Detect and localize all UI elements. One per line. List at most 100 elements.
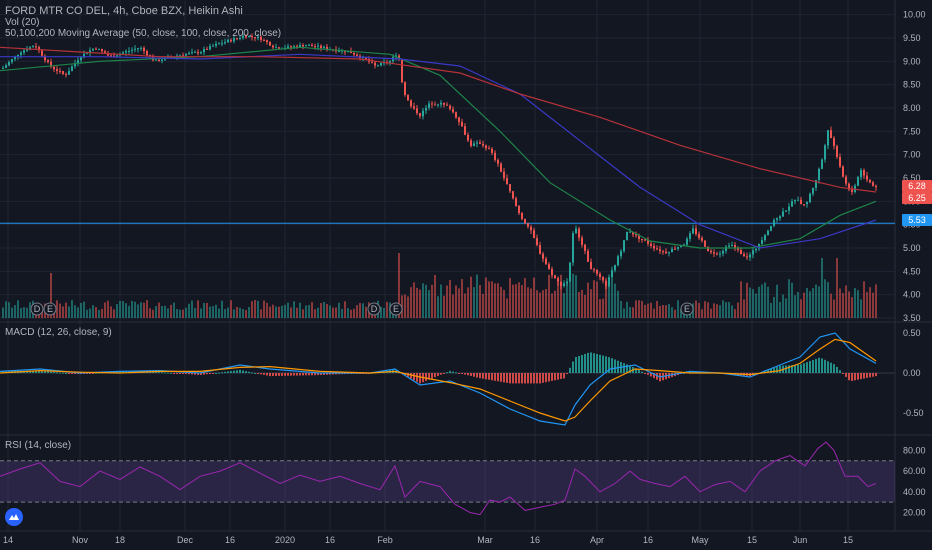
candle <box>290 46 292 48</box>
candle <box>242 36 244 38</box>
candle <box>785 210 787 212</box>
macd-histogram-bar <box>650 373 652 377</box>
macd-histogram-bar <box>281 373 283 376</box>
macd-histogram-bar <box>569 367 571 373</box>
macd-histogram-bar <box>242 370 244 373</box>
macd-histogram-bar <box>257 373 259 374</box>
candle <box>41 50 43 56</box>
volume-bar <box>566 283 568 318</box>
macd-histogram-bar <box>212 373 214 374</box>
candle <box>584 244 586 251</box>
macd-histogram-bar <box>125 371 127 373</box>
macd-histogram-bar <box>524 373 526 384</box>
volume-bar <box>812 288 814 318</box>
candle <box>548 264 550 270</box>
candle <box>230 39 232 42</box>
volume-bar <box>173 302 175 318</box>
volume-bar <box>572 273 574 318</box>
candle <box>371 61 373 63</box>
macd-histogram-bar <box>416 373 418 382</box>
candle <box>680 245 682 248</box>
volume-bar <box>674 309 676 318</box>
candle <box>275 47 277 49</box>
time-tick-label: 14 <box>3 535 13 545</box>
candle <box>725 246 727 251</box>
candle <box>302 44 304 47</box>
volume-bar <box>695 300 697 318</box>
macd-histogram-bar <box>602 355 604 373</box>
candle <box>92 48 94 51</box>
volume-bar <box>743 299 745 318</box>
candle <box>308 44 310 46</box>
candle <box>731 245 733 247</box>
candle <box>299 44 301 48</box>
macd-histogram-bar <box>527 373 529 384</box>
volume-bar <box>827 282 829 318</box>
volume-bar <box>731 305 733 318</box>
volume-bar <box>455 285 457 318</box>
volume-bar <box>158 302 160 318</box>
candle <box>509 184 511 192</box>
macd-histogram-bar <box>683 373 685 374</box>
volume-bar <box>224 309 226 318</box>
tradingview-logo-icon[interactable] <box>5 508 23 526</box>
candle <box>239 37 241 39</box>
macd-histogram-bar <box>407 373 409 377</box>
candle <box>434 104 436 106</box>
volume-bar <box>92 305 94 318</box>
macd-histogram-bar <box>623 363 625 373</box>
macd-histogram-bar <box>866 373 868 378</box>
macd-histogram-bar <box>158 371 160 373</box>
candle <box>830 130 832 139</box>
volume-bar <box>80 303 82 318</box>
candle <box>638 235 640 239</box>
candle <box>617 256 619 266</box>
candle <box>875 185 877 188</box>
macd-histogram-bar <box>230 371 232 373</box>
macd-histogram-bar <box>578 356 580 373</box>
macd-histogram-bar <box>608 357 610 373</box>
volume-bar <box>335 307 337 318</box>
volume-bar <box>776 284 778 318</box>
candle <box>287 46 289 48</box>
candle <box>194 51 196 53</box>
volume-bar <box>500 286 502 318</box>
volume-bar <box>221 300 223 318</box>
volume-bar <box>290 307 292 318</box>
candle <box>503 171 505 179</box>
candle <box>197 51 199 54</box>
macd-histogram-bar <box>473 373 475 377</box>
macd-histogram-bar <box>440 373 442 375</box>
volume-bar <box>419 289 421 318</box>
macd-histogram-bar <box>629 365 631 373</box>
volume-bar <box>722 300 724 318</box>
volume-bar <box>527 287 529 318</box>
candle <box>437 104 439 106</box>
candle <box>47 60 49 62</box>
candle <box>728 245 730 247</box>
candle <box>158 59 160 61</box>
volume-bar <box>131 300 133 318</box>
volume-bar <box>305 305 307 318</box>
candle <box>98 49 100 51</box>
candle <box>83 53 85 58</box>
volume-bar <box>50 273 52 318</box>
candle <box>338 51 340 53</box>
macd-histogram-bar <box>89 373 91 374</box>
candle <box>80 57 82 61</box>
macd-histogram-bar <box>38 370 40 373</box>
macd-histogram-bar <box>767 369 769 373</box>
candle <box>110 55 112 57</box>
candle <box>827 130 829 146</box>
candle <box>389 61 391 63</box>
volume-bar <box>863 281 865 318</box>
volume-bar <box>605 286 607 318</box>
volume-bar <box>614 283 616 318</box>
volume-bar <box>563 293 565 318</box>
macd-histogram-bar <box>815 358 817 373</box>
candle <box>65 73 67 75</box>
volume-bar <box>542 290 544 318</box>
volume-bar <box>497 283 499 318</box>
